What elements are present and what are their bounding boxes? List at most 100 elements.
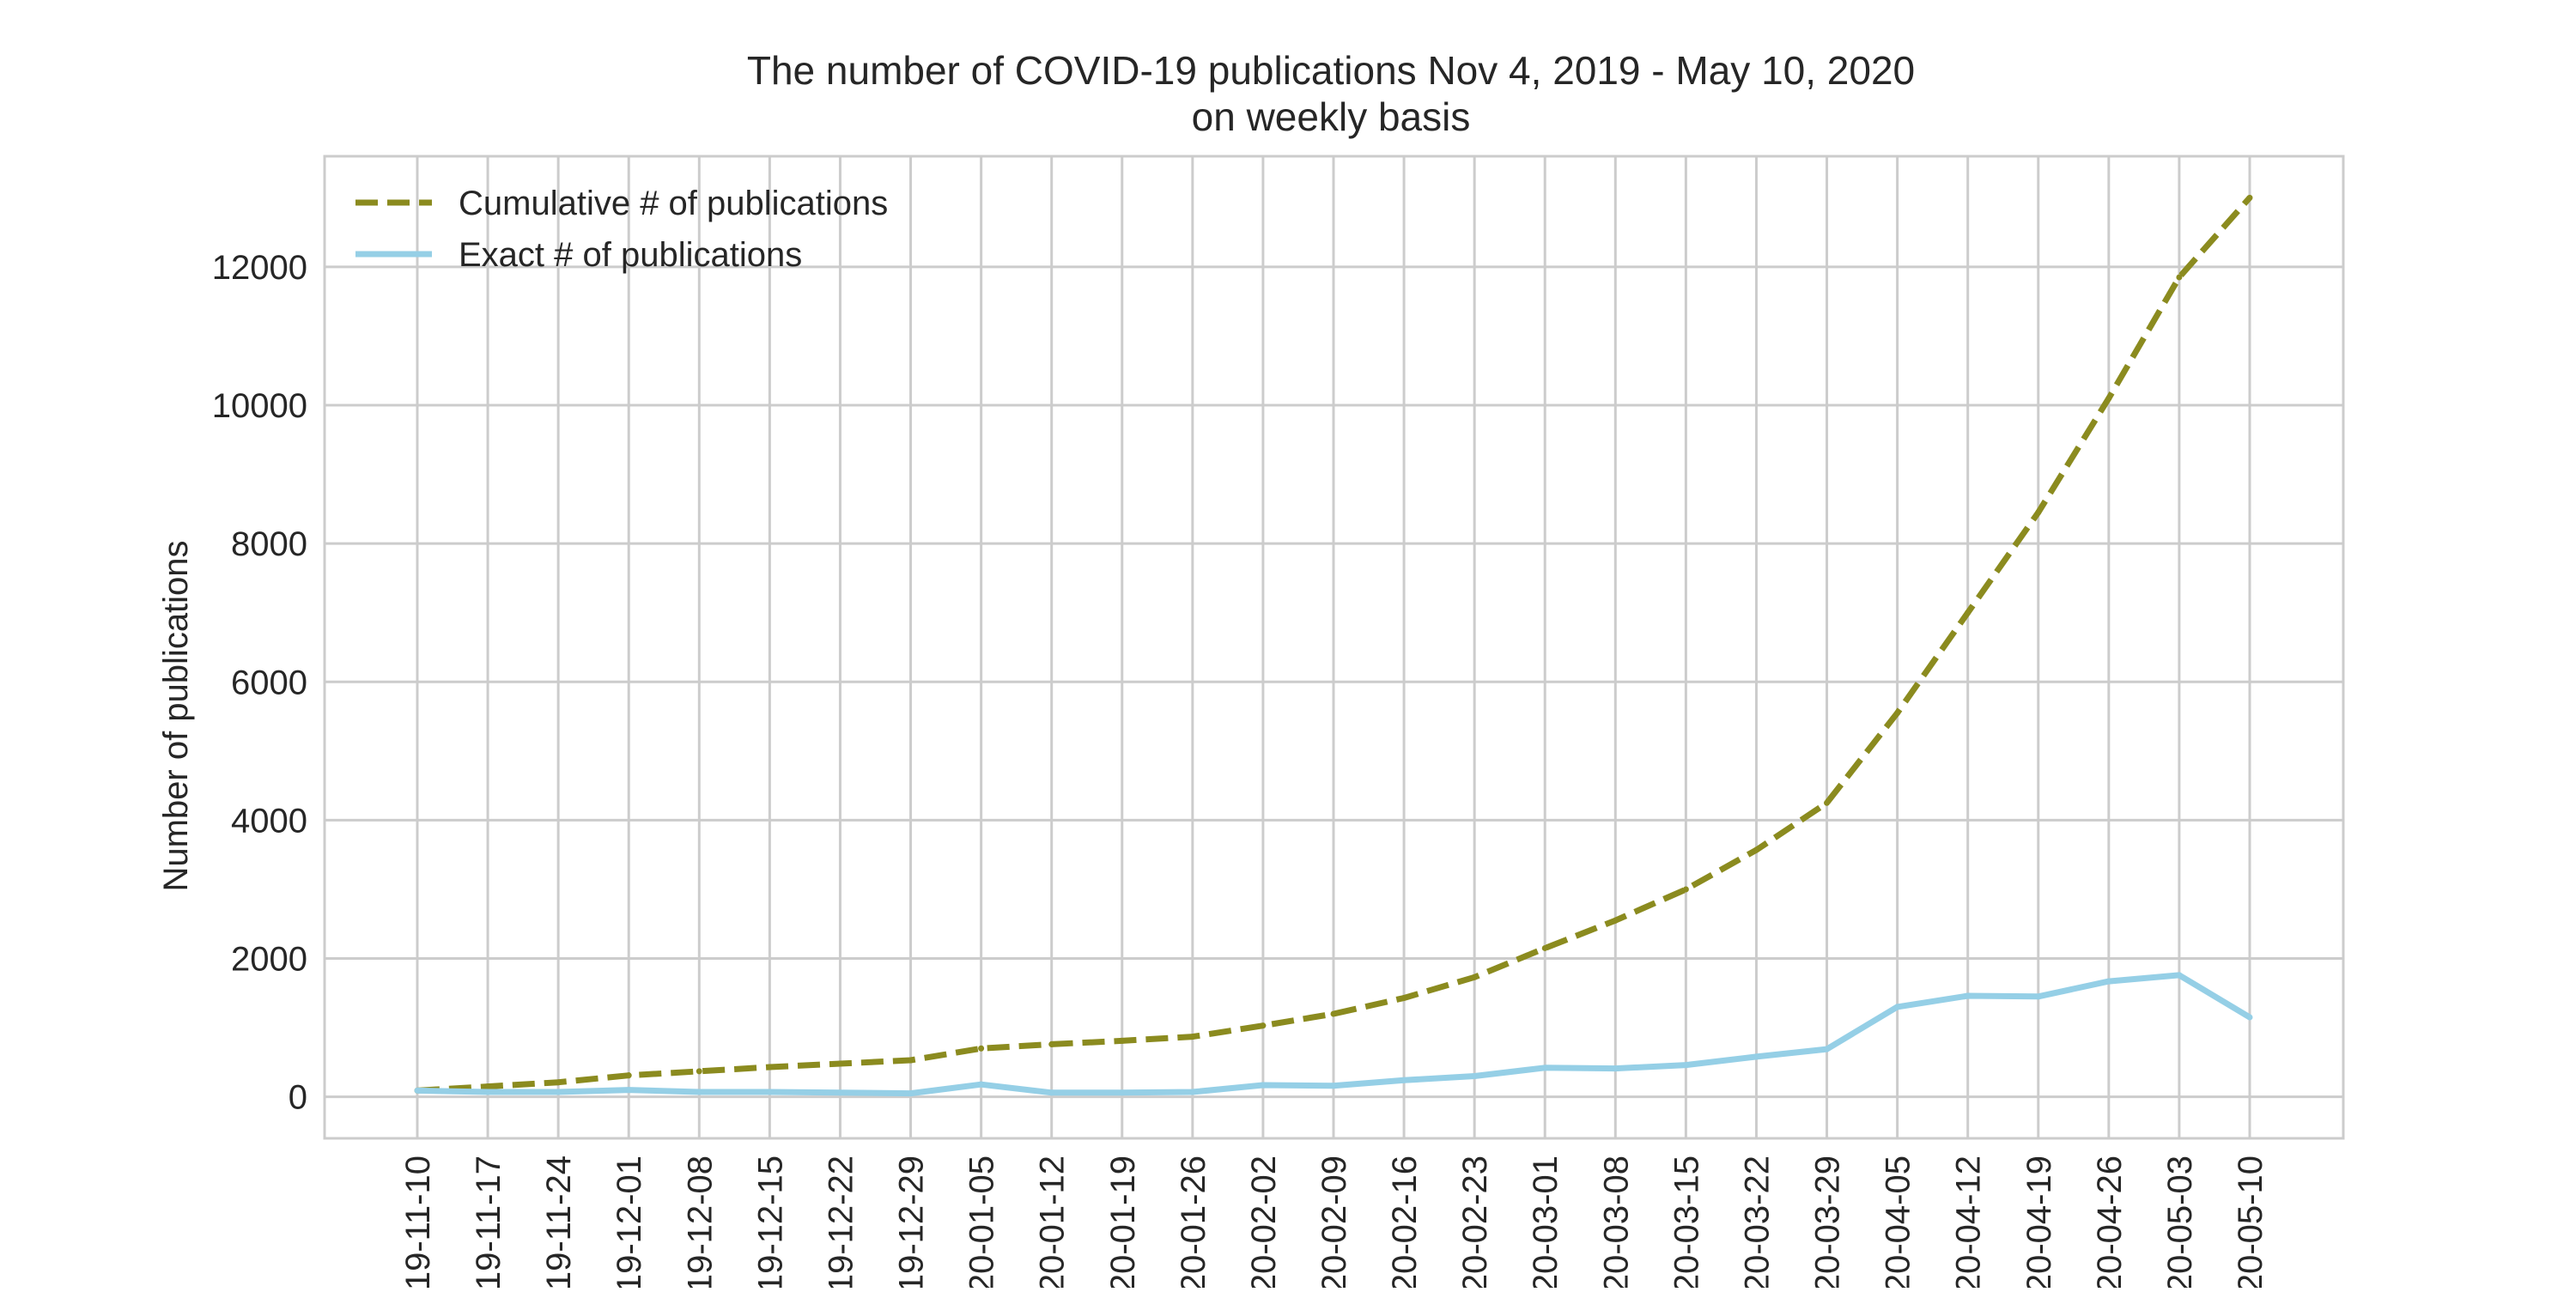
data-point — [1471, 974, 1478, 980]
data-point — [1753, 1053, 1759, 1060]
data-point — [1824, 799, 1831, 806]
data-point — [1048, 1040, 1055, 1047]
data-point — [1330, 1010, 1337, 1017]
data-point — [836, 1089, 843, 1096]
data-point — [1965, 610, 1971, 616]
plot-frame — [323, 155, 2345, 1140]
data-point — [1471, 1072, 1478, 1079]
x-tick-label: 20-02-16 — [1386, 1156, 1424, 1288]
data-point — [1048, 1089, 1055, 1096]
x-tick-label: 20-05-03 — [2161, 1156, 2199, 1288]
data-point — [1400, 1077, 1407, 1083]
data-point — [2105, 978, 2112, 985]
x-tick-label: 20-04-19 — [2020, 1156, 2058, 1288]
x-tick-label: 19-11-10 — [399, 1156, 437, 1288]
data-point — [696, 1089, 702, 1095]
x-tick-label: 20-04-05 — [1880, 1156, 1917, 1288]
data-point — [2246, 194, 2253, 201]
x-tick-label: 20-05-10 — [2232, 1156, 2269, 1288]
x-tick-label: 20-02-09 — [1315, 1156, 1353, 1288]
x-tick-label: 19-12-15 — [751, 1156, 789, 1288]
grid-lines — [325, 156, 2343, 1138]
y-tick-label: 0 — [289, 1079, 307, 1117]
data-point — [1400, 994, 1407, 1001]
x-tick-label: 20-03-29 — [1809, 1156, 1847, 1288]
data-point — [1824, 1046, 1831, 1052]
data-point — [2176, 972, 2183, 979]
data-point — [1965, 992, 1971, 999]
legend-label: Exact # of publications — [459, 236, 802, 274]
x-tick-label: 20-01-19 — [1104, 1156, 1142, 1288]
x-tick-label: 20-03-15 — [1668, 1156, 1705, 1288]
chart-title: The number of COVID-19 publications Nov … — [747, 48, 1915, 93]
x-tick-label: 20-03-08 — [1597, 1156, 1635, 1288]
x-tick-label: 19-11-24 — [540, 1156, 578, 1288]
y-tick-label: 12000 — [212, 249, 307, 287]
data-point — [625, 1087, 632, 1094]
y-axis-ticks: 0 2000 4000 6000 8000 10000 12000 — [212, 249, 307, 1117]
data-point — [1682, 886, 1689, 893]
x-tick-label: 19-12-08 — [681, 1156, 719, 1288]
data-point — [1260, 1082, 1267, 1089]
data-point — [908, 1090, 914, 1097]
data-point — [555, 1089, 562, 1095]
data-point — [1894, 710, 1901, 717]
data-point — [1894, 1004, 1901, 1010]
series-lines — [414, 194, 2253, 1097]
legend-label: Cumulative # of publications — [459, 185, 888, 222]
legend: Cumulative # of publications Exact # of p… — [355, 185, 888, 274]
x-tick-label: 19-12-22 — [822, 1156, 860, 1288]
data-point — [1189, 1034, 1196, 1040]
data-point — [1330, 1083, 1337, 1089]
data-point — [2176, 274, 2183, 281]
y-tick-label: 10000 — [212, 387, 307, 425]
data-point — [2035, 509, 2042, 516]
x-tick-label: 20-01-26 — [1175, 1156, 1212, 1288]
data-point — [696, 1068, 702, 1075]
x-tick-label: 20-03-22 — [1738, 1156, 1776, 1288]
y-axis-label: Number of publications — [157, 540, 195, 891]
data-point — [1541, 944, 1548, 951]
data-point — [2105, 395, 2112, 402]
x-tick-label: 20-02-23 — [1456, 1156, 1494, 1288]
data-point — [978, 1045, 985, 1052]
x-tick-label: 19-12-01 — [611, 1156, 648, 1288]
y-tick-label: 8000 — [231, 525, 307, 563]
data-point — [1682, 1062, 1689, 1069]
x-tick-label: 19-11-17 — [470, 1156, 507, 1288]
data-point — [484, 1083, 491, 1090]
data-point — [2246, 1014, 2253, 1021]
data-point — [766, 1089, 773, 1095]
data-point — [1119, 1037, 1126, 1044]
x-tick-label: 19-12-29 — [893, 1156, 931, 1288]
x-tick-label: 20-01-12 — [1034, 1156, 1072, 1288]
x-tick-label: 20-04-26 — [2091, 1156, 2129, 1288]
data-point — [908, 1057, 914, 1064]
x-tick-label: 20-03-01 — [1527, 1156, 1564, 1288]
data-point — [1541, 1065, 1548, 1071]
y-tick-label: 6000 — [231, 664, 307, 701]
x-tick-label: 20-04-12 — [1950, 1156, 1988, 1288]
data-point — [484, 1089, 491, 1095]
x-axis-ticks: 19-11-10 19-11-17 19-11-24 19-12-01 19-12-08… — [399, 1156, 2269, 1292]
x-tick-label: 20-02-02 — [1245, 1156, 1283, 1288]
data-point — [1189, 1089, 1196, 1095]
data-point — [414, 1087, 421, 1094]
chart-subtitle: on weekly basis — [1192, 94, 1471, 139]
data-point — [1119, 1089, 1126, 1096]
data-point — [555, 1079, 562, 1086]
data-point — [978, 1081, 985, 1088]
y-tick-label: 2000 — [231, 941, 307, 979]
data-point — [1612, 917, 1619, 924]
data-point — [1753, 846, 1759, 853]
series-line-cumulative — [416, 195, 2252, 1094]
data-point — [766, 1064, 773, 1071]
data-point — [2035, 993, 2042, 1000]
data-point — [836, 1060, 843, 1067]
y-tick-label: 4000 — [231, 802, 307, 840]
data-point — [1260, 1022, 1267, 1029]
data-point — [1612, 1065, 1619, 1072]
data-point — [625, 1072, 632, 1079]
